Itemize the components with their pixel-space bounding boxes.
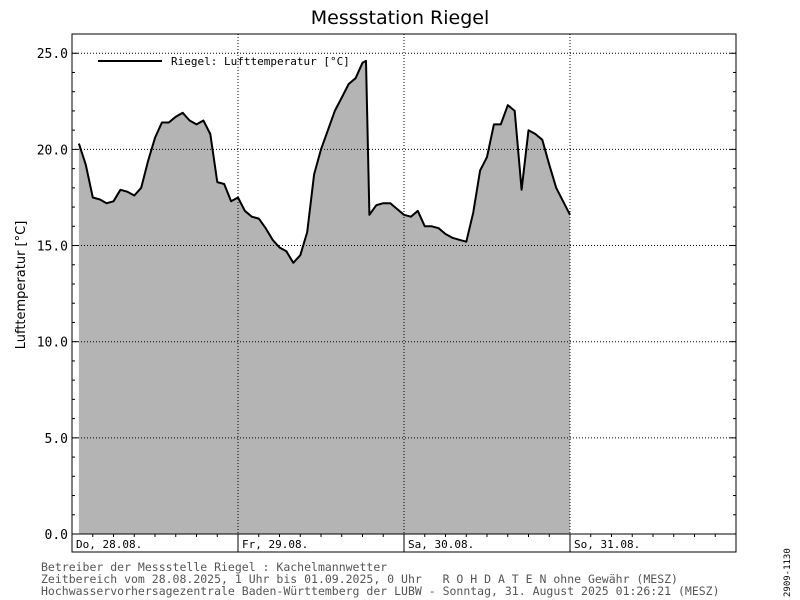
y-tick-label-4: 20.0 [37, 143, 68, 158]
legend-label: Riegel: Lufttemperatur [°C] [171, 55, 350, 68]
y-tick-label-5: 25.0 [37, 47, 68, 62]
temperature-area [78, 60, 571, 535]
day-label-1: Fr, 29.08. [242, 538, 308, 551]
day-label-3: So, 31.08. [574, 538, 640, 551]
y-axis-label: Lufttemperatur [°C] [14, 221, 29, 350]
y-tick-label-3: 15.0 [37, 240, 68, 255]
day-label-2: Sa, 30.08. [408, 538, 474, 551]
footer-operator: Betreiber der Messstelle Riegel : Kachel… [41, 560, 388, 574]
day-label-0: Do, 28.08. [76, 538, 142, 551]
y-tick-label-1: 5.0 [45, 432, 68, 447]
chart-title: Messstation Riegel [311, 7, 490, 29]
axis-layer: 0.0 5.0 10.0 15.0 20.0 25.0 Do, 28.08. Fr, 29.0… [37, 33, 737, 553]
footer-agency: Hochwasservorhersagezentrale Baden-Württ… [41, 584, 720, 598]
temperature-line [77, 59, 571, 264]
legend: Riegel: Lufttemperatur [°C] [98, 55, 350, 68]
y-tick-label-0: 0.0 [45, 528, 68, 543]
side-code: 2909-1130 [783, 548, 793, 597]
line-layer [77, 59, 571, 264]
grid-layer [72, 34, 736, 534]
y-tick-label-2: 10.0 [37, 336, 68, 351]
footer-time-range: Zeitbereich vom 28.08.2025, 1 Uhr bis 01… [41, 572, 678, 586]
area-layer [78, 60, 571, 535]
